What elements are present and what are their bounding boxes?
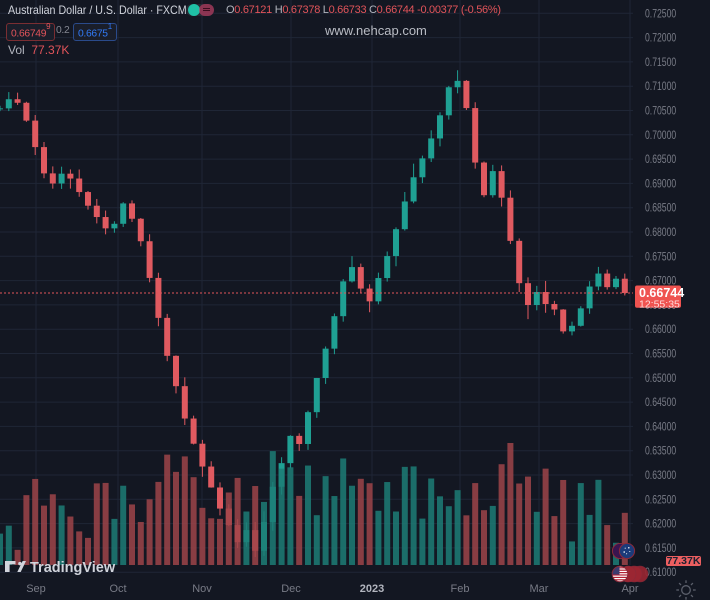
svg-text:0.67500: 0.67500 [645,251,676,264]
svg-text:0.72000: 0.72000 [645,32,676,45]
svg-text:0.68500: 0.68500 [645,203,676,216]
svg-text:2023: 2023 [360,583,384,595]
svg-text:Oct: Oct [109,583,126,595]
svg-text:0.70000: 0.70000 [645,130,676,143]
svg-text:0.65500: 0.65500 [645,348,676,361]
svg-text:0.64500: 0.64500 [645,397,676,410]
svg-text:Feb: Feb [451,583,470,595]
svg-text:0.66000: 0.66000 [645,324,676,337]
svg-text:0.72500: 0.72500 [645,8,676,21]
svg-text:0.70500: 0.70500 [645,105,676,118]
svg-text:0.62000: 0.62000 [645,518,676,531]
svg-text:12:55:35: 12:55:35 [639,299,680,311]
svg-text:Nov: Nov [192,583,212,595]
svg-text:Dec: Dec [281,583,301,595]
svg-text:0.71500: 0.71500 [645,57,676,70]
svg-text:0.69000: 0.69000 [645,178,676,191]
svg-text:0.63500: 0.63500 [645,446,676,459]
svg-text:TradingView: TradingView [30,560,116,576]
svg-text:0.71000: 0.71000 [645,81,676,94]
svg-text:Sep: Sep [26,583,46,595]
svg-text:0.64000: 0.64000 [645,421,676,434]
svg-text:0.69500: 0.69500 [645,154,676,167]
svg-text:0.63000: 0.63000 [645,470,676,483]
svg-text:Mar: Mar [530,583,549,595]
svg-text:0.65000: 0.65000 [645,373,676,386]
svg-text:0.62500: 0.62500 [645,494,676,507]
svg-text:0.68000: 0.68000 [645,227,676,240]
